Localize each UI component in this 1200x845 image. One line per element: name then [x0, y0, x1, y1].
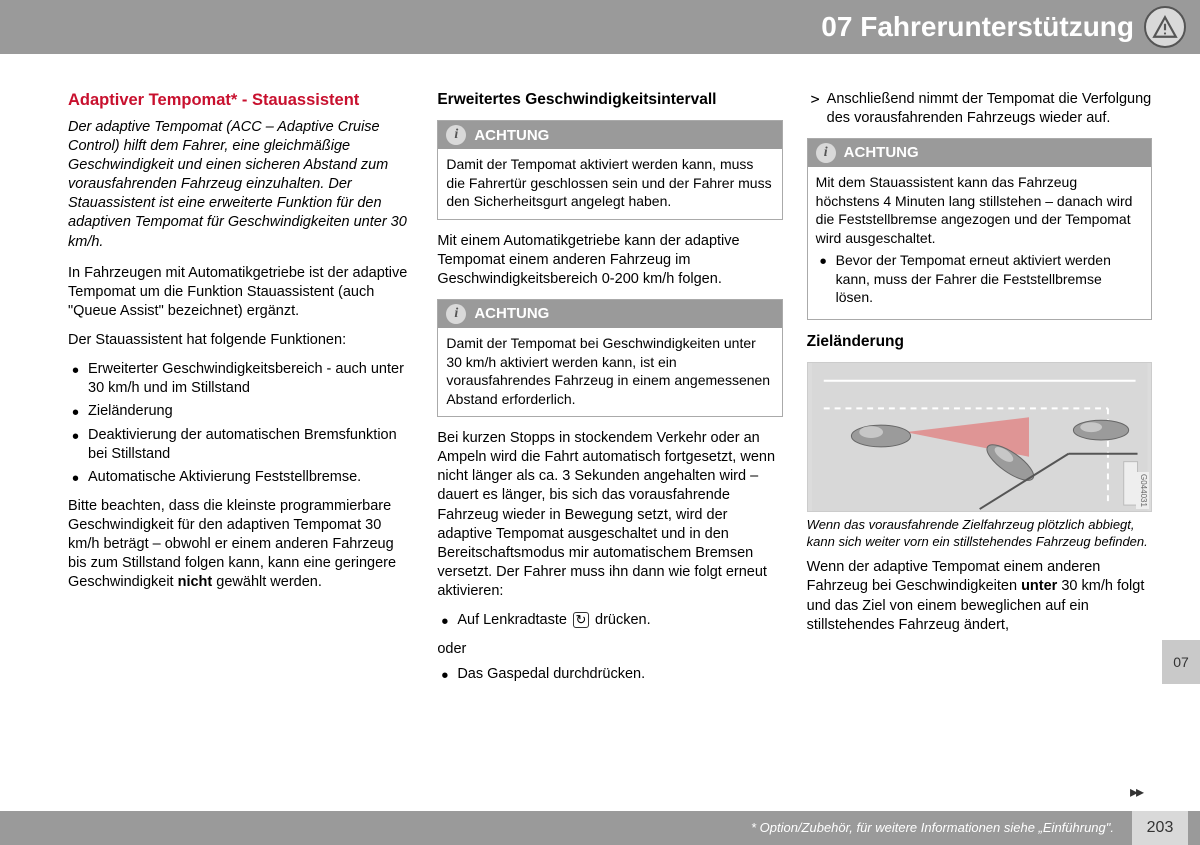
footnote: * Option/Zubehör, für weitere Informatio…: [751, 819, 1114, 836]
figure-code: G044031: [1136, 472, 1149, 509]
list-item: Auf Lenkradtaste ↻ drücken.: [437, 611, 782, 630]
paragraph: Bitte beachten, dass die kleinste progra…: [68, 497, 413, 593]
list-item: Erweiterter Geschwindigkeitsbereich - au…: [68, 360, 413, 398]
notice-header: i ACHTUNG: [808, 139, 1151, 167]
list-item: Zieländerung: [68, 402, 413, 421]
paragraph: Mit einem Automatikgetriebe kann der ada…: [437, 232, 782, 289]
paragraph: In Fahrzeugen mit Automatikgetriebe ist …: [68, 264, 413, 321]
notice-box: i ACHTUNG Damit der Tempomat aktiviert w…: [437, 120, 782, 219]
lane-change-figure: G044031: [807, 362, 1152, 512]
page-footer: * Option/Zubehör, für weitere Informatio…: [0, 811, 1200, 845]
notice-title: ACHTUNG: [474, 126, 549, 146]
notice-body: Damit der Tempomat bei Geschwindigkeiten…: [438, 328, 781, 416]
column-3: Anschließend nimmt der Tempomat die Verf…: [807, 90, 1152, 695]
list-item: Bevor der Tempomat erneut aktiviert werd…: [816, 251, 1143, 306]
action-list: Das Gaspedal durchdrücken.: [437, 665, 782, 684]
chapter-title: 07 Fahrerunterstützung: [821, 9, 1134, 46]
or-label: oder: [437, 640, 782, 659]
list-item: Anschließend nimmt der Tempomat die Verf…: [807, 90, 1152, 128]
sub-heading: Zieländerung: [807, 332, 1152, 352]
sub-heading: Erweitertes Geschwindigkeitsintervall: [437, 90, 782, 110]
paragraph: Der Stauassistent hat folgende Funktione…: [68, 331, 413, 350]
resume-button-icon: ↻: [573, 612, 589, 628]
paragraph: Bei kurzen Stopps in stockendem Verkehr …: [437, 429, 782, 601]
notice-box: i ACHTUNG Damit der Tempomat bei Geschwi…: [437, 299, 782, 417]
figure-caption: Wenn das vorausfahrende Zielfahrzeug plö…: [807, 516, 1152, 550]
list-item: Das Gaspedal durchdrücken.: [437, 665, 782, 684]
feature-list: Erweiterter Geschwindigkeitsbereich - au…: [68, 360, 413, 487]
info-icon: i: [446, 125, 466, 145]
action-list: Auf Lenkradtaste ↻ drücken.: [437, 611, 782, 630]
section-heading: Adaptiver Tempomat* - Stauassistent: [68, 90, 413, 112]
continue-indicator-icon: ▸▸: [1130, 782, 1142, 803]
notice-header: i ACHTUNG: [438, 300, 781, 328]
info-icon: i: [816, 143, 836, 163]
warning-triangle-icon: [1144, 6, 1186, 48]
intro-paragraph: Der adaptive Tempomat (ACC – Adaptive Cr…: [68, 118, 413, 252]
info-icon: i: [446, 304, 466, 324]
notice-body: Mit dem Stauassistent kann das Fahrzeug …: [808, 167, 1151, 318]
notice-header: i ACHTUNG: [438, 121, 781, 149]
column-1: Adaptiver Tempomat* - Stauassistent Der …: [68, 90, 413, 695]
continuation-list: Anschließend nimmt der Tempomat die Verf…: [807, 90, 1152, 128]
chapter-tab: 07: [1162, 640, 1200, 684]
notice-box: i ACHTUNG Mit dem Stauassistent kann das…: [807, 138, 1152, 319]
notice-title: ACHTUNG: [844, 143, 919, 163]
page-header: 07 Fahrerunterstützung: [0, 0, 1200, 54]
list-item: Deaktivierung der automatischen Bremsfun…: [68, 426, 413, 464]
page-content: Adaptiver Tempomat* - Stauassistent Der …: [0, 54, 1200, 695]
page-number: 203: [1132, 811, 1188, 845]
list-item: Automatische Aktivierung Feststellbremse…: [68, 468, 413, 487]
notice-body: Damit der Tempomat aktiviert werden kann…: [438, 149, 781, 218]
paragraph: Wenn der adaptive Tempomat einem anderen…: [807, 558, 1152, 635]
column-2: Erweitertes Geschwindigkeitsintervall i …: [437, 90, 782, 695]
notice-title: ACHTUNG: [474, 304, 549, 324]
